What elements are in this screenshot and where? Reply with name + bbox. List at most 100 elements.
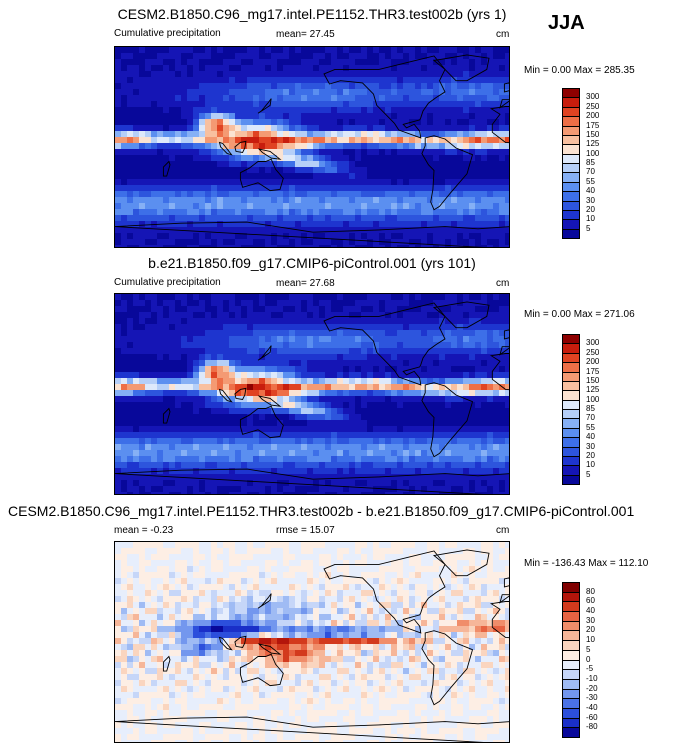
map-cell	[199, 95, 206, 102]
map-cell	[349, 161, 356, 168]
map-cell	[469, 155, 476, 162]
map-cell	[355, 402, 362, 409]
map-cell	[475, 197, 482, 204]
map-cell	[403, 378, 410, 385]
map-cell	[439, 101, 446, 108]
map-cell	[451, 89, 458, 96]
map-cell	[283, 378, 290, 385]
map-cell	[271, 444, 278, 451]
map-cell	[199, 554, 206, 561]
map-cell	[493, 396, 500, 403]
map-cell	[157, 444, 164, 451]
map-cell	[415, 179, 422, 186]
map-cell	[391, 336, 398, 343]
map-cell	[193, 191, 200, 198]
map-cell	[385, 300, 392, 307]
map-cell	[145, 354, 152, 361]
map-cell	[355, 71, 362, 78]
map-cell	[409, 179, 416, 186]
map-cell	[193, 348, 200, 355]
map-cell	[307, 59, 314, 66]
map-cell	[493, 390, 500, 397]
map-cell	[385, 155, 392, 162]
map-cell	[403, 167, 410, 174]
coastline	[115, 221, 509, 247]
map-cell	[469, 203, 476, 210]
map-cell	[343, 444, 350, 451]
map-cell	[469, 77, 476, 84]
map-cell	[181, 209, 188, 216]
map-cell	[145, 143, 152, 150]
map-cell	[157, 542, 164, 549]
map-cell	[121, 306, 128, 313]
map-cell	[223, 125, 230, 132]
map-cell	[331, 554, 338, 561]
map-cell	[271, 548, 278, 555]
map-cell	[445, 233, 452, 240]
map-cell	[121, 342, 128, 349]
colorbar-tick-label: 20	[586, 204, 595, 214]
map-cell	[241, 47, 248, 54]
map-cell	[193, 185, 200, 192]
map-cell	[481, 113, 488, 120]
map-cell	[427, 239, 434, 246]
map-cell	[241, 119, 248, 126]
map-cell	[319, 330, 326, 337]
map-cell	[481, 390, 488, 397]
colorbar-swatch	[562, 446, 580, 457]
map-cell	[355, 294, 362, 301]
map-cell	[241, 468, 248, 475]
map-cell	[307, 47, 314, 54]
map-cell	[421, 312, 428, 319]
map-cell	[193, 233, 200, 240]
map-cell	[289, 542, 296, 549]
map-cell	[247, 468, 254, 475]
map-cell	[157, 227, 164, 234]
map-cell	[127, 420, 134, 427]
map-cell	[181, 566, 188, 573]
map-cell	[481, 372, 488, 379]
map-cell	[325, 444, 332, 451]
map-cell	[331, 312, 338, 319]
map-cell	[397, 137, 404, 144]
map-cell	[211, 312, 218, 319]
map-cell	[487, 348, 494, 355]
map-cell	[433, 131, 440, 138]
map-cell	[205, 89, 212, 96]
map-cell	[505, 560, 509, 567]
map-cell	[193, 137, 200, 144]
map-cell	[217, 354, 224, 361]
map-cell	[343, 179, 350, 186]
map-cell	[355, 542, 362, 549]
map-cell	[307, 372, 314, 379]
map-cell	[391, 342, 398, 349]
map-cell	[325, 480, 332, 487]
map-cell	[319, 83, 326, 90]
map-cell	[205, 59, 212, 66]
map-cell	[457, 486, 464, 493]
map-cell	[163, 95, 170, 102]
map-cell	[313, 462, 320, 469]
map-cell	[499, 197, 506, 204]
map-cell	[373, 360, 380, 367]
map-cell	[355, 155, 362, 162]
map-cell	[289, 131, 296, 138]
map-cell	[427, 566, 434, 573]
map-cell	[355, 137, 362, 144]
map-cell	[475, 233, 482, 240]
map-cell	[199, 324, 206, 331]
map-cell	[115, 360, 122, 367]
map-cell	[481, 95, 488, 102]
map-cell	[505, 336, 509, 343]
map-cell	[307, 548, 314, 555]
map-cell	[283, 572, 290, 579]
map-cell	[403, 215, 410, 222]
map-cell	[499, 372, 506, 379]
map-cell	[355, 420, 362, 427]
map-cell	[463, 300, 470, 307]
map-cell	[331, 330, 338, 337]
map-cell	[373, 378, 380, 385]
map-cell	[313, 137, 320, 144]
map-cell	[169, 294, 176, 301]
map-cell	[493, 360, 500, 367]
